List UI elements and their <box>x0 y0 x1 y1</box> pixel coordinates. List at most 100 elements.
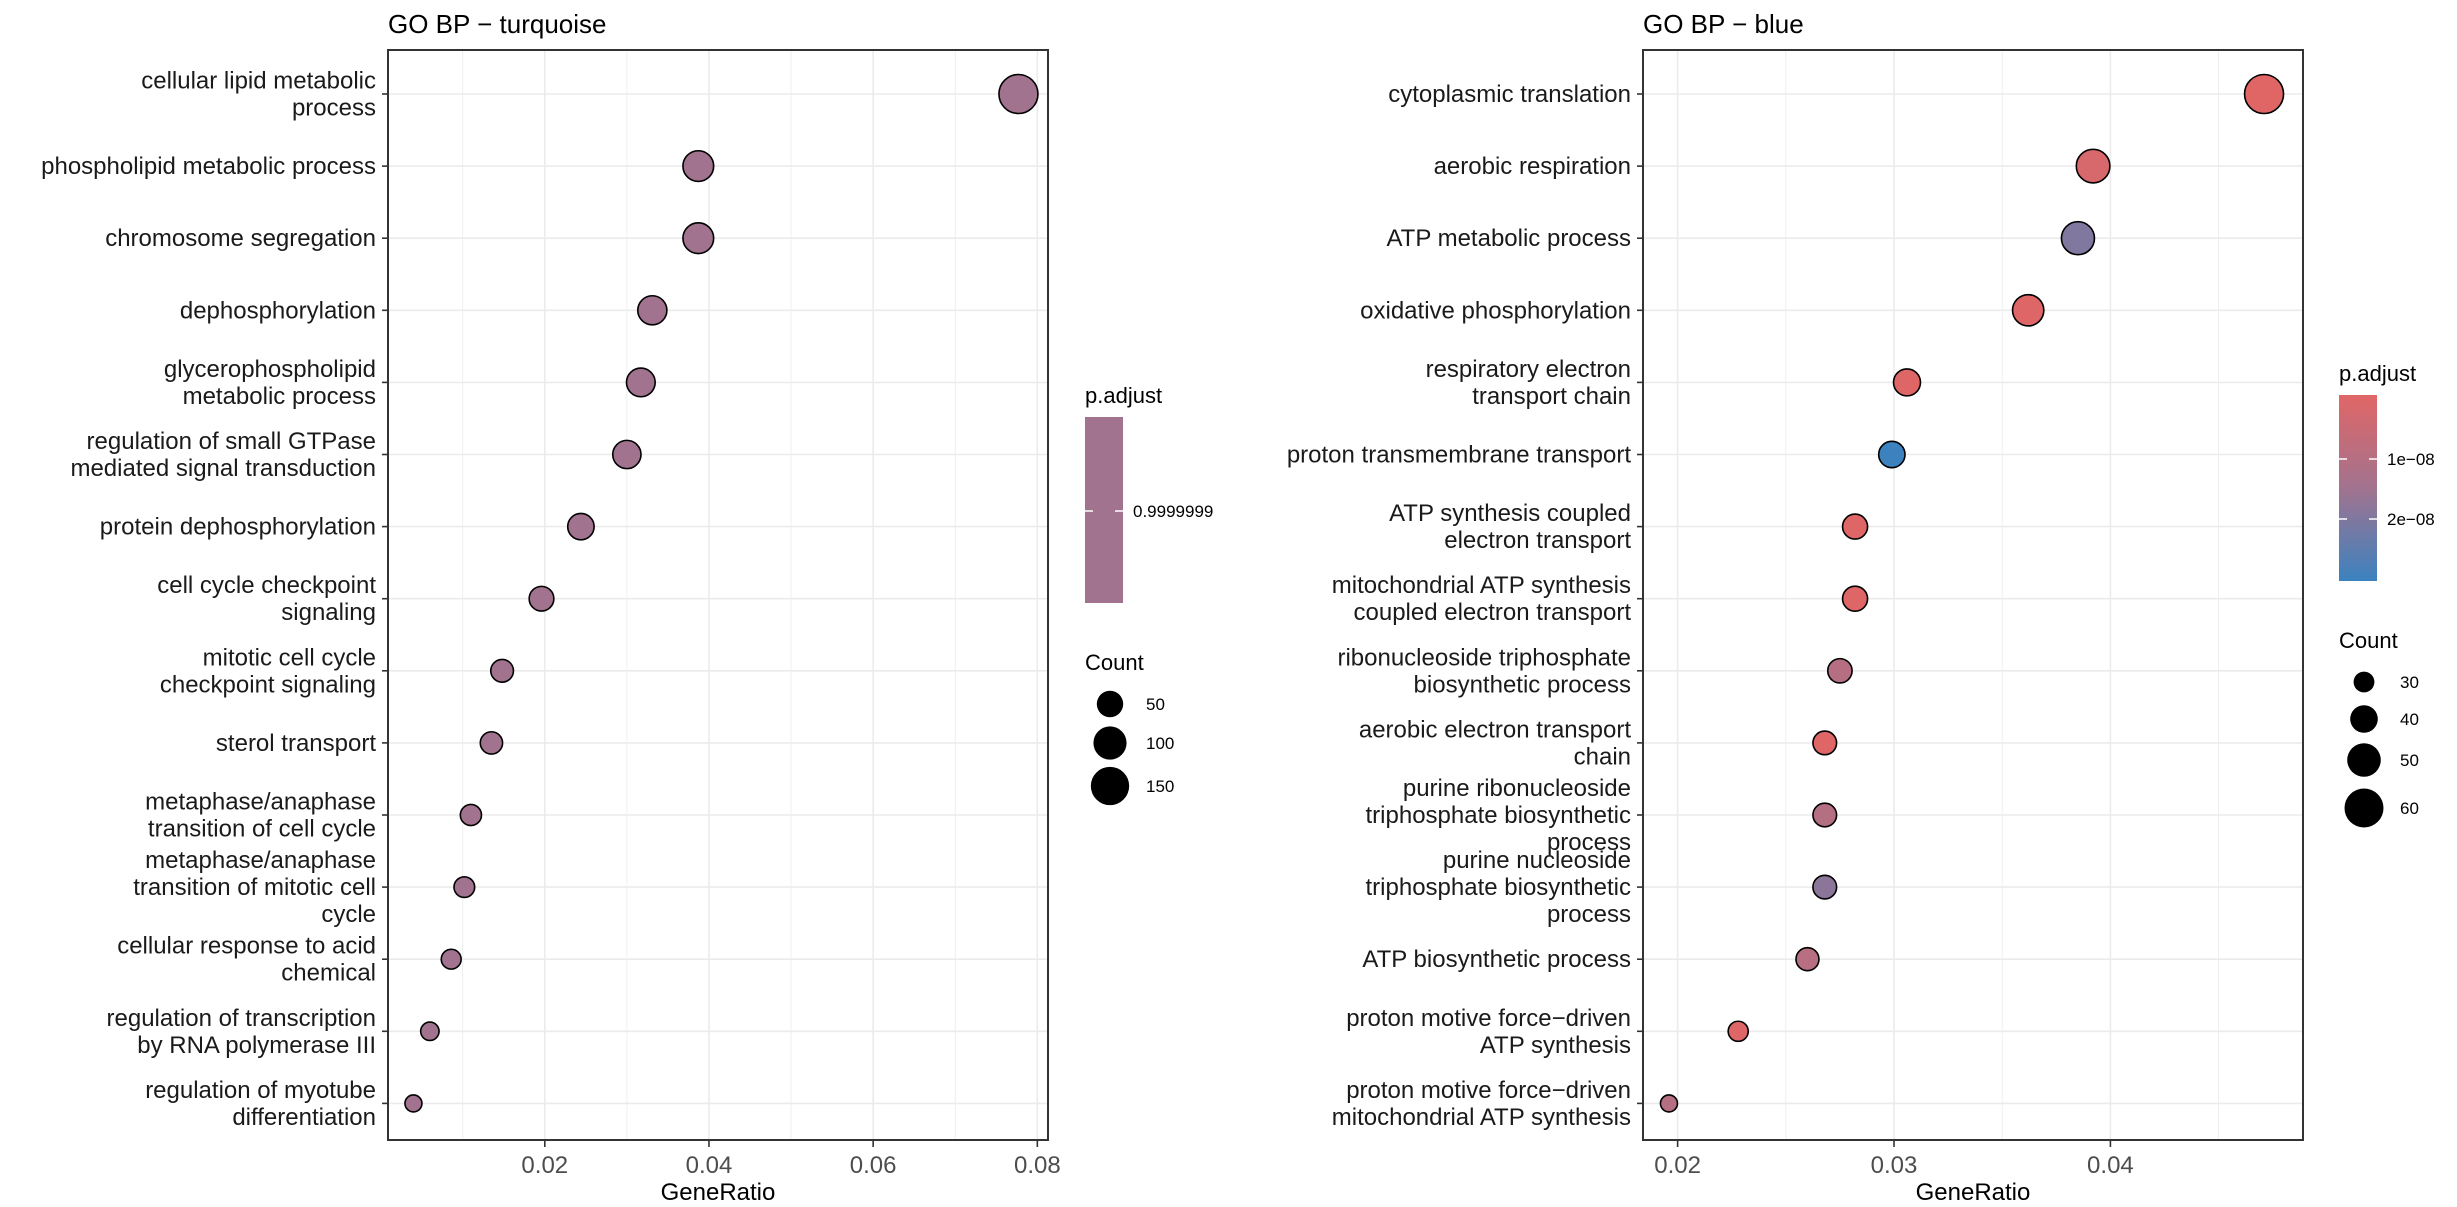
y-tick-label: sterol transport <box>216 730 376 757</box>
legend-color-title: p.adjust <box>1085 383 1162 408</box>
legend-size-dot <box>1090 766 1130 806</box>
legend-size-label: 150 <box>1146 777 1174 796</box>
y-tick-label: mitotic cell cycle <box>203 644 376 671</box>
data-point <box>611 439 642 470</box>
legend-size-label: 50 <box>2400 751 2419 770</box>
y-tick-label: cellular response to acid <box>117 933 376 960</box>
y-tick-label: process <box>1547 829 1631 856</box>
legend-color-label: 2e−08 <box>2387 510 2435 529</box>
x-axis-title: GeneRatio <box>661 1179 776 1206</box>
data-point <box>489 658 515 683</box>
legend-size-dot <box>2350 705 2378 733</box>
legend-colorbar <box>1085 417 1123 603</box>
legend-size-title: Count <box>2339 628 2398 653</box>
y-tick-label: by RNA polymerase III <box>137 1032 376 1059</box>
y-tick-label: proton motive force−driven <box>1346 1077 1631 1104</box>
y-tick-label: ATP biosynthetic process <box>1362 946 1631 973</box>
panel-title: GO BP − turquoise <box>388 9 606 39</box>
y-tick-label: ATP synthesis coupled <box>1389 500 1631 527</box>
legend-size-dot <box>2347 743 2381 777</box>
data-point <box>1841 513 1869 540</box>
y-tick-label: transition of cell cycle <box>148 816 376 843</box>
legend-size-dot <box>2344 788 2384 828</box>
y-tick-label: biosynthetic process <box>1414 671 1631 698</box>
legend-size-dot <box>1096 690 1124 718</box>
data-point <box>1826 657 1853 684</box>
y-tick-label: electron transport <box>1444 527 1631 554</box>
y-tick-label: respiratory electron <box>1426 356 1631 383</box>
x-axis-title: GeneRatio <box>1916 1179 2031 1206</box>
data-point <box>1812 802 1838 828</box>
x-axis-labels: 0.02 0.04 0.06 0.08 <box>521 1152 1060 1179</box>
x-tick-label: 0.02 <box>1654 1152 1701 1179</box>
x-tick-label: 0.06 <box>850 1152 897 1179</box>
y-tick-label: ATP metabolic process <box>1386 225 1631 252</box>
y-tick-label: chromosome segregation <box>105 225 376 252</box>
data-point <box>682 149 715 183</box>
y-tick-label: triphosphate biosynthetic <box>1366 802 1632 829</box>
data-points <box>404 73 1039 1113</box>
data-point <box>459 803 483 827</box>
x-axis-labels: 0.02 0.03 0.04 <box>1654 1152 2134 1179</box>
legend-size-title: Count <box>1085 650 1144 675</box>
y-tick-label: mitochondrial ATP synthesis <box>1332 572 1631 599</box>
data-point <box>2060 220 2096 256</box>
x-tick-label: 0.02 <box>521 1152 568 1179</box>
y-tick-label: phospholipid metabolic process <box>41 153 376 180</box>
panel-blue: GO BP − blue cytoplasmic translation aero… <box>1287 9 2435 1206</box>
y-tick-label: coupled electron transport <box>1354 599 1632 626</box>
data-point <box>1841 585 1869 613</box>
x-tick-label: 0.04 <box>686 1152 733 1179</box>
y-tick-label: dephosphorylation <box>180 297 376 324</box>
legend-color-label: 0.9999999 <box>1133 502 1213 521</box>
y-tick-label: regulation of transcription <box>107 1005 376 1032</box>
y-axis-labels: cytoplasmic translation aerobic respirati… <box>1287 81 1632 1131</box>
y-tick-label: aerobic respiration <box>1434 153 1631 180</box>
data-point <box>1877 440 1906 469</box>
data-point <box>2075 148 2111 184</box>
x-axis-ticks <box>543 1140 1039 1147</box>
panel-title: GO BP − blue <box>1643 9 1804 39</box>
y-tick-label: cell cycle checkpoint <box>157 572 376 599</box>
y-tick-label: oxidative phosphorylation <box>1360 297 1631 324</box>
y-tick-label: proton transmembrane transport <box>1287 442 1632 469</box>
legend-size-dot <box>2353 671 2375 693</box>
plot-background <box>388 50 1048 1140</box>
data-point <box>1795 946 1820 972</box>
legend-size: Count 30 40 50 60 <box>2339 628 2419 828</box>
y-tick-label: cellular lipid metabolic <box>141 68 376 95</box>
data-point <box>682 222 715 255</box>
data-points <box>1659 73 2285 1113</box>
data-point <box>440 948 462 970</box>
data-point <box>625 367 656 398</box>
y-tick-label: checkpoint signaling <box>160 671 376 698</box>
x-tick-label: 0.04 <box>2087 1152 2134 1179</box>
data-point <box>1812 730 1838 756</box>
data-point <box>1892 368 1922 397</box>
data-point <box>453 875 476 899</box>
y-tick-label: regulation of small GTPase <box>87 428 376 455</box>
y-tick-label: aerobic electron transport <box>1359 716 1631 743</box>
y-tick-label: cycle <box>321 901 376 928</box>
y-tick-label: differentiation <box>232 1104 376 1131</box>
data-point <box>404 1094 423 1113</box>
y-tick-label: mediated signal transduction <box>70 455 376 482</box>
y-tick-label: purine ribonucleoside <box>1403 775 1631 802</box>
data-point <box>1812 874 1838 900</box>
y-tick-label: chain <box>1574 743 1631 770</box>
y-tick-label: signaling <box>281 599 376 626</box>
gridlines <box>388 50 1048 1140</box>
y-tick-label: regulation of myotube <box>145 1077 376 1104</box>
y-tick-label: process <box>292 95 376 122</box>
data-point <box>528 585 555 612</box>
data-point <box>419 1021 440 1042</box>
plot-border <box>387 49 1049 1141</box>
y-tick-label: ATP synthesis <box>1480 1032 1631 1059</box>
legend-color: p.adjust 0.9999999 <box>1085 383 1213 603</box>
legend-color-label: 1e−08 <box>2387 450 2435 469</box>
legend-size-label: 40 <box>2400 710 2419 729</box>
y-tick-label: cytoplasmic translation <box>1388 81 1631 108</box>
legend-size-dot <box>1093 726 1127 760</box>
legend-color-title: p.adjust <box>2339 361 2416 386</box>
